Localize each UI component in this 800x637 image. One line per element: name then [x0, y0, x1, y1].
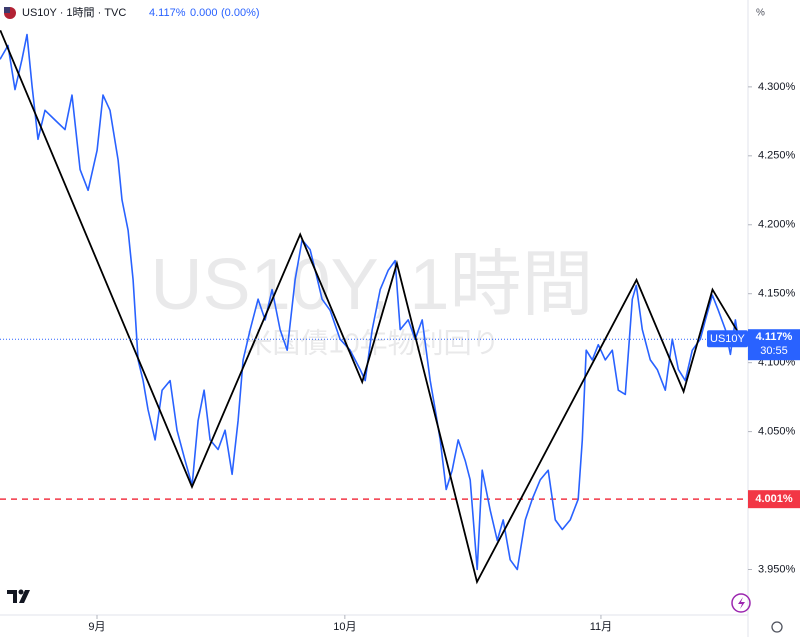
price-tag: [748, 329, 800, 361]
watermark: US10Y, 1時間 米国債10年物利回り: [151, 245, 594, 358]
lightning-icon: [738, 597, 745, 609]
level-tag: [748, 490, 800, 509]
plot-area: [0, 29, 748, 585]
y-tick-label: 3.950%: [758, 563, 796, 575]
price-line: [0, 33, 740, 571]
price-tag-label: 4.117%: [756, 331, 793, 343]
logo-shape: [7, 590, 30, 603]
lightning-button[interactable]: [731, 593, 751, 613]
watermark-symbol: US10Y, 1時間: [151, 245, 594, 325]
zigzag-line: [0, 29, 741, 585]
symbol-title: US10Y · 1時間 · TVC: [22, 6, 126, 19]
symbol-tag-label: US10Y: [710, 333, 746, 345]
tradingview-logo: [7, 589, 30, 603]
header: US10Y · 1時間 · TVC 4.117% 0.000 (0.00%) %: [4, 6, 765, 19]
y-tick-label: 4.150%: [758, 288, 796, 300]
y-tick-label: 4.300%: [758, 81, 796, 93]
y-tick-label: 4.200%: [758, 219, 796, 231]
change-percent: (0.00%): [221, 7, 260, 19]
x-tick-label: 10月: [333, 621, 356, 633]
y-tick-label: 4.250%: [758, 150, 796, 162]
symbol-tag: [707, 330, 748, 348]
change: 0.000: [190, 7, 218, 19]
x-tick-label: 9月: [88, 621, 105, 633]
flag-canton: [4, 7, 10, 13]
x-tick-label: 11月: [590, 621, 612, 633]
logo-dot: [18, 589, 24, 595]
countdown: 30:55: [760, 345, 788, 357]
y-unit: %: [756, 8, 765, 19]
y-tick-label: 4.050%: [758, 426, 796, 438]
settings-button[interactable]: [771, 621, 783, 633]
last-price: 4.117%: [149, 7, 186, 19]
level-tag-label: 4.001%: [755, 493, 793, 505]
